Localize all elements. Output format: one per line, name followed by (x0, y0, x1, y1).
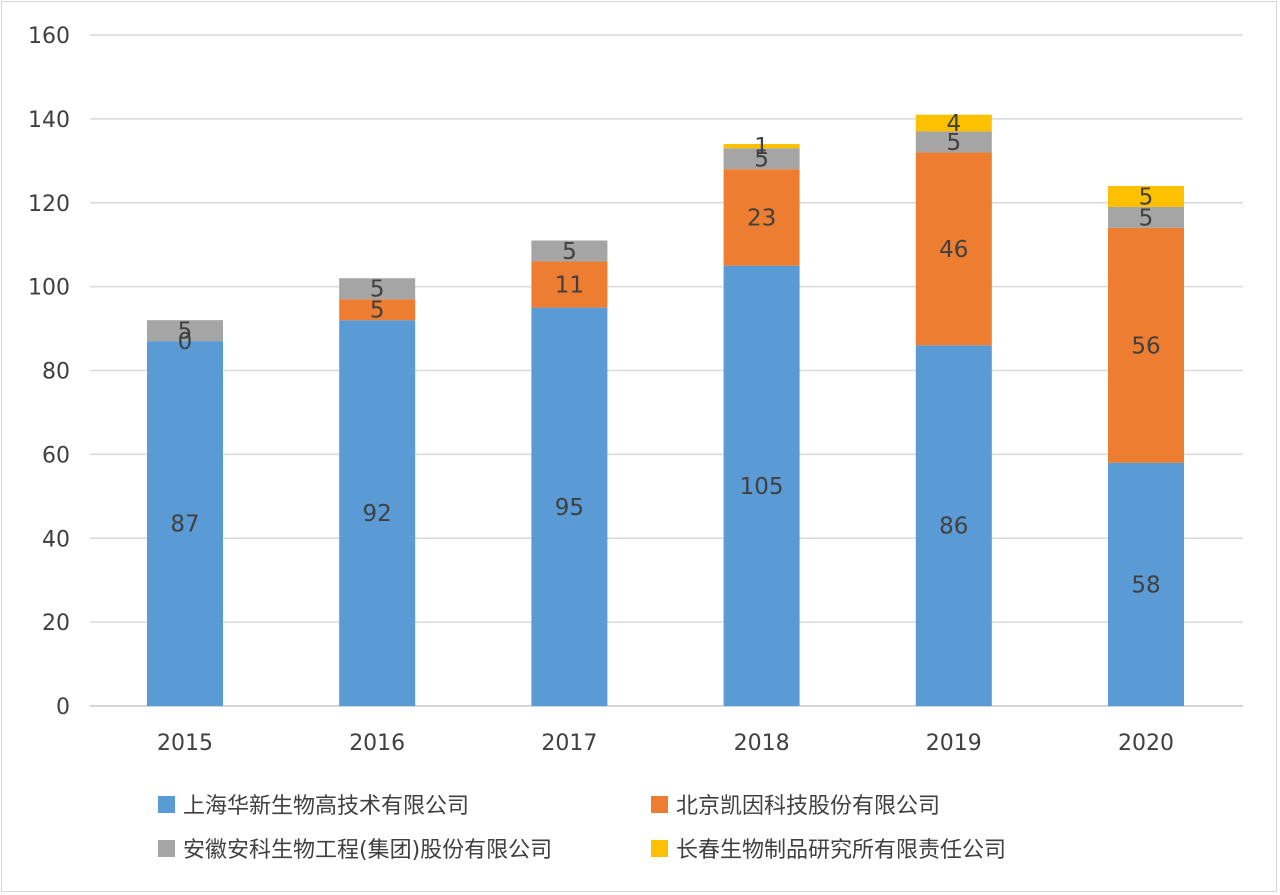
bar-2016-series-2 (339, 299, 416, 321)
bar-2016-series-3 (339, 278, 416, 300)
data-label-2016-series-3: 5 (370, 277, 385, 303)
legend-swatch-1 (158, 796, 175, 813)
x-tick-label-2018: 2018 (734, 731, 790, 756)
y-axis-tick-labels: 0 20 40 60 80 100 120 140 160 (28, 24, 70, 720)
data-label-2020-series-3: 5 (1139, 205, 1154, 231)
bar-2017-series-1 (531, 307, 608, 706)
bar-2018-series-3 (723, 148, 800, 170)
bar-2017-series-3 (531, 240, 608, 262)
legend-swatch-2 (651, 796, 668, 813)
x-axis-tick-labels: 2015 2016 2017 2018 2019 2020 (157, 731, 1174, 756)
data-label-2017-series-2: 11 (555, 273, 584, 299)
x-tick-label-2020: 2020 (1118, 731, 1174, 756)
data-label-2020-series-2: 56 (1131, 333, 1160, 359)
data-label-2015-series-1: 87 (170, 512, 199, 538)
legend-label-1: 上海华新生物高技术有限公司 (183, 794, 469, 819)
y-tick-label-120: 120 (28, 192, 70, 217)
y-tick-label-0: 0 (56, 695, 70, 720)
data-label-2016-series-1: 92 (363, 501, 392, 527)
legend: 上海华新生物高技术有限公司 北京凯因科技股份有限公司安徽安科生物工程(集团)股份有… (158, 794, 1006, 863)
legend-swatch-3 (158, 840, 175, 857)
y-tick-label-20: 20 (42, 611, 70, 636)
bar-2018-series-1 (723, 265, 800, 706)
data-label-2019-series-4: 4 (946, 111, 961, 137)
data-label-2020-series-4: 5 (1139, 184, 1154, 210)
y-tick-label-140: 140 (28, 108, 70, 133)
data-label-2015-series-2: 0 (178, 329, 193, 355)
bar-2018-series-2 (723, 169, 800, 266)
y-tick-label-100: 100 (28, 276, 70, 301)
bar-2020-series-1 (1108, 462, 1184, 706)
data-label-2017-series-1: 95 (555, 495, 584, 521)
bars (147, 114, 1184, 706)
x-tick-label-2019: 2019 (926, 731, 982, 756)
legend-swatch-4 (651, 840, 668, 857)
legend-label-2: 北京凯因科技股份有限公司 (676, 794, 940, 819)
data-label-2020-series-1: 58 (1131, 572, 1160, 598)
bar-2015-series-1 (147, 341, 223, 706)
bar-2019-series-1 (915, 345, 992, 706)
y-tick-label-80: 80 (42, 360, 70, 385)
data-label-2019-series-3: 5 (946, 130, 961, 156)
y-tick-label-60: 60 (42, 443, 70, 468)
y-tick-label-160: 160 (28, 24, 70, 49)
data-label-2018-series-1: 105 (740, 474, 784, 500)
y-tick-label-40: 40 (42, 527, 70, 552)
bar-2019-series-3 (915, 131, 992, 153)
data-label-2018-series-2: 23 (747, 205, 776, 231)
bar-2015-series-3 (147, 320, 223, 342)
x-tick-label-2015: 2015 (157, 731, 213, 756)
data-label-2016-series-2: 5 (370, 298, 385, 324)
x-tick-label-2017: 2017 (541, 731, 597, 756)
x-tick-label-2016: 2016 (349, 731, 405, 756)
bar-2019-series-4 (915, 114, 992, 132)
data-label-2015-series-3: 5 (178, 319, 193, 345)
data-label-2019-series-1: 86 (939, 514, 968, 540)
data-label-2018-series-3: 5 (754, 147, 769, 173)
bar-2020-series-4 (1108, 185, 1184, 207)
bar-2016-series-1 (339, 320, 416, 706)
bar-2020-series-2 (1108, 227, 1184, 463)
bar-2018-series-4 (723, 144, 800, 149)
data-label-2018-series-4: 1 (754, 134, 769, 160)
legend-label-3: 安徽安科生物工程(集团)股份有限公司 (183, 838, 552, 863)
data-label-2019-series-2: 46 (939, 237, 968, 263)
gridlines (90, 34, 1243, 707)
bar-2020-series-3 (1108, 206, 1184, 228)
bar-2019-series-2 (915, 152, 992, 346)
legend-label-4: 长春生物制品研究所有限责任公司 (676, 838, 1006, 863)
data-label-2017-series-3: 5 (562, 239, 577, 265)
bar-2017-series-2 (531, 261, 608, 308)
